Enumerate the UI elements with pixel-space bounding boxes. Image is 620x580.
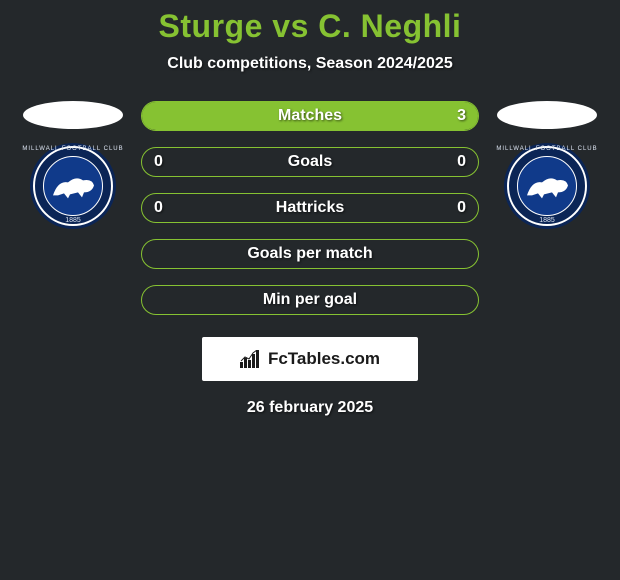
player-silhouette-left	[23, 101, 123, 129]
stat-right-value: 0	[457, 153, 466, 171]
badge-year: 1885	[65, 217, 81, 224]
stat-label: Goals per match	[247, 245, 372, 263]
stat-label: Hattricks	[276, 199, 344, 217]
lion-icon	[522, 170, 572, 200]
stat-label: Goals	[288, 153, 332, 171]
bars-icon	[240, 350, 262, 368]
stat-row-mpg: Min per goal	[141, 285, 479, 315]
stat-rows: Matches 3 0 Goals 0 0 Hattricks 0 Goals …	[141, 101, 479, 315]
stat-row-goals: 0 Goals 0	[141, 147, 479, 177]
stat-label: Matches	[278, 107, 342, 125]
club-badge-left: MILLWALL FOOTBALL CLUB 1885	[30, 143, 116, 229]
comparison-card: Sturge vs C. Neghli Club competitions, S…	[0, 0, 620, 417]
left-side: MILLWALL FOOTBALL CLUB 1885	[23, 101, 123, 229]
right-side: MILLWALL FOOTBALL CLUB 1885	[497, 101, 597, 229]
page-title: Sturge vs C. Neghli	[0, 8, 620, 45]
content-row: MILLWALL FOOTBALL CLUB 1885 Matches 3 0 …	[0, 101, 620, 315]
stat-label: Min per goal	[263, 291, 357, 309]
date-label: 26 february 2025	[0, 399, 620, 417]
stat-right-value: 0	[457, 199, 466, 217]
stat-row-hattricks: 0 Hattricks 0	[141, 193, 479, 223]
stat-left-value: 0	[154, 153, 163, 171]
badge-arc-text: MILLWALL FOOTBALL CLUB	[22, 146, 123, 152]
stat-row-gpm: Goals per match	[141, 239, 479, 269]
stat-right-value: 3	[457, 107, 466, 125]
lion-icon	[48, 170, 98, 200]
club-badge-right: MILLWALL FOOTBALL CLUB 1885	[504, 143, 590, 229]
stat-row-matches: Matches 3	[141, 101, 479, 131]
brand-link[interactable]: FcTables.com	[202, 337, 418, 381]
badge-year: 1885	[539, 217, 555, 224]
stat-left-value: 0	[154, 199, 163, 217]
subtitle: Club competitions, Season 2024/2025	[0, 55, 620, 73]
brand-text: FcTables.com	[268, 349, 380, 369]
badge-arc-text: MILLWALL FOOTBALL CLUB	[496, 146, 597, 152]
player-silhouette-right	[497, 101, 597, 129]
